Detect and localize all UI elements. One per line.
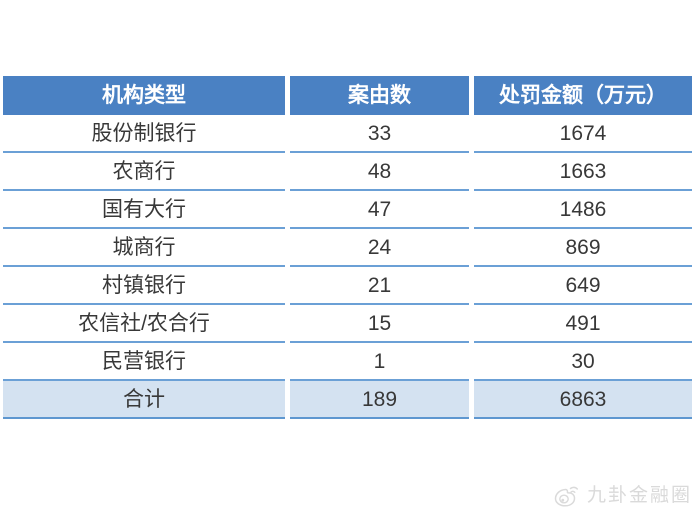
table-body: 股份制银行 33 1674 农商行 48 1663 国有大行 47 1486 城…	[3, 115, 692, 381]
cell-case-count: 47	[290, 191, 469, 229]
cell-penalty-amount: 869	[474, 229, 692, 267]
total-cell-penalty-amount: 6863	[474, 381, 692, 419]
table-row: 村镇银行 21 649	[3, 267, 692, 305]
weibo-logo-icon	[553, 484, 581, 508]
table-total-section: 合计 189 6863	[3, 381, 692, 419]
table-row: 股份制银行 33 1674	[3, 115, 692, 153]
cell-penalty-amount: 30	[474, 343, 692, 381]
cell-case-count: 48	[290, 153, 469, 191]
table-header-row: 机构类型 案由数 处罚金额（万元）	[3, 76, 692, 115]
table-row: 城商行 24 869	[3, 229, 692, 267]
cell-case-count: 24	[290, 229, 469, 267]
cell-institution-type: 城商行	[3, 229, 285, 267]
table-row: 农商行 48 1663	[3, 153, 692, 191]
cell-case-count: 33	[290, 115, 469, 153]
total-cell-case-count: 189	[290, 381, 469, 419]
header-cell-case-count: 案由数	[290, 76, 469, 115]
cell-case-count: 21	[290, 267, 469, 305]
table-row: 农信社/农合行 15 491	[3, 305, 692, 343]
header-cell-penalty-amount: 处罚金额（万元）	[474, 76, 692, 115]
watermark-text: 九卦金融圈	[586, 485, 692, 506]
total-cell-institution-type: 合计	[3, 381, 285, 419]
cell-institution-type: 农商行	[3, 153, 285, 191]
cell-penalty-amount: 1486	[474, 191, 692, 229]
cell-penalty-amount: 649	[474, 267, 692, 305]
cell-institution-type: 农信社/农合行	[3, 305, 285, 343]
cell-institution-type: 民营银行	[3, 343, 285, 381]
cell-institution-type: 股份制银行	[3, 115, 285, 153]
watermark: 九卦金融圈	[553, 484, 692, 508]
table-total-row: 合计 189 6863	[3, 381, 692, 419]
cell-penalty-amount: 1663	[474, 153, 692, 191]
penalty-table: 机构类型 案由数 处罚金额（万元） 股份制银行 33 1674 农商行 48 1…	[3, 76, 692, 419]
cell-institution-type: 村镇银行	[3, 267, 285, 305]
table-row: 民营银行 1 30	[3, 343, 692, 381]
header-cell-institution-type: 机构类型	[3, 76, 285, 115]
cell-penalty-amount: 491	[474, 305, 692, 343]
table-row: 国有大行 47 1486	[3, 191, 692, 229]
cell-penalty-amount: 1674	[474, 115, 692, 153]
cell-case-count: 15	[290, 305, 469, 343]
cell-institution-type: 国有大行	[3, 191, 285, 229]
cell-case-count: 1	[290, 343, 469, 381]
